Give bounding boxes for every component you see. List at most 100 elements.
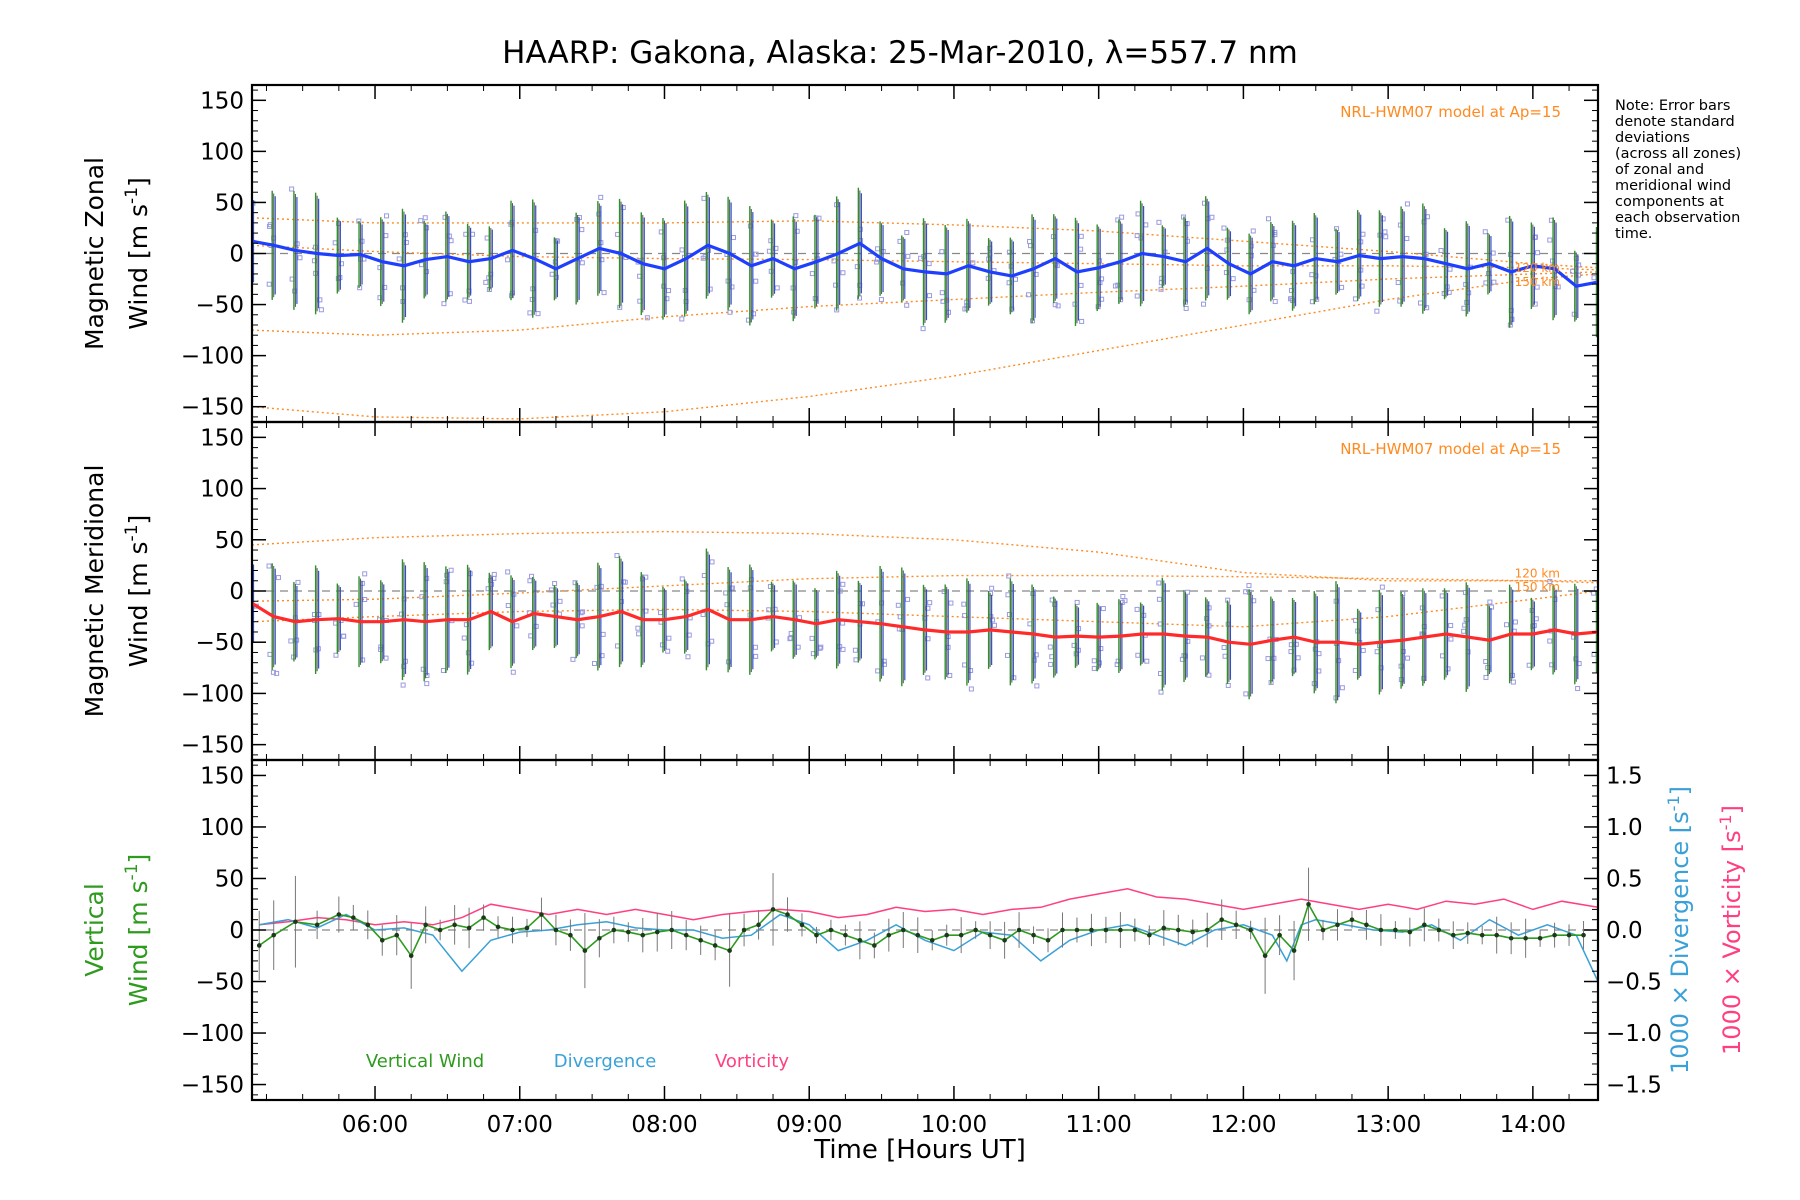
vertical-wind-point xyxy=(886,932,892,938)
y-tick-label: 50 xyxy=(215,866,244,892)
scatter-point xyxy=(1135,211,1141,217)
vertical-wind-point xyxy=(437,927,443,933)
scatter-point xyxy=(925,675,931,681)
scatter-point xyxy=(505,569,511,575)
scatter-point xyxy=(635,625,641,631)
vertical-wind-point xyxy=(510,927,515,933)
scatter-point xyxy=(1202,200,1208,206)
right-axis-title-divergence: 1000 × Divergence [s-1] xyxy=(1664,786,1694,1074)
vertical-wind-point xyxy=(568,932,573,938)
scatter-point xyxy=(505,257,511,263)
scatter-point xyxy=(1005,592,1011,598)
vertical-wind-point xyxy=(1233,922,1239,928)
scatter-point xyxy=(448,238,454,244)
scatter-point xyxy=(1052,302,1058,308)
scatter-point xyxy=(905,596,911,602)
scatter-point xyxy=(853,657,859,663)
vertical-wind-point xyxy=(1060,927,1065,933)
scatter-point xyxy=(727,309,733,315)
scatter-point xyxy=(1491,279,1497,285)
scatter-point xyxy=(753,653,759,659)
scatter-point xyxy=(665,648,671,654)
vertical-wind-point xyxy=(1494,932,1499,938)
scatter-point xyxy=(491,571,497,577)
scatter-point xyxy=(948,600,954,606)
vertical-wind-point xyxy=(857,938,863,943)
scatter-point xyxy=(875,246,881,252)
scatter-point xyxy=(818,644,824,650)
scatter-point xyxy=(333,652,339,658)
scatter-point xyxy=(338,261,344,267)
scatter-point xyxy=(384,213,390,219)
scatter-point xyxy=(535,311,541,317)
scatter-point xyxy=(288,638,294,644)
scatter-point xyxy=(700,255,706,261)
vertical-wind-point xyxy=(1118,927,1123,933)
vertical-wind-point xyxy=(539,912,544,917)
scatter-point xyxy=(620,205,626,211)
y-tick-label: −50 xyxy=(195,630,244,656)
scatter-point xyxy=(947,672,953,678)
scatter-point xyxy=(1509,316,1515,322)
vertical-wind-point xyxy=(293,919,298,925)
scatter-point xyxy=(572,580,578,586)
scatter-point xyxy=(1134,233,1140,239)
x-tick-label: 10:00 xyxy=(921,1112,987,1138)
scatter-point xyxy=(685,654,691,660)
scatter-point xyxy=(941,588,947,594)
vertical-wind-point xyxy=(1436,927,1442,933)
scatter-point xyxy=(267,651,273,657)
scatter-point xyxy=(1115,282,1121,288)
vertical-wind-point xyxy=(1364,922,1369,928)
vertical-wind-point xyxy=(756,922,761,928)
scatter-point xyxy=(332,240,338,246)
scatter-point xyxy=(666,635,672,641)
vertical-wind-point xyxy=(495,924,501,930)
scatter-point xyxy=(1447,266,1453,272)
scatter-point xyxy=(1380,216,1386,222)
scatter-point xyxy=(1047,644,1053,650)
scatter-point xyxy=(424,225,430,231)
scatter-point xyxy=(926,293,932,299)
vertical-wind-point xyxy=(553,927,559,933)
scatter-point xyxy=(419,262,425,268)
vertical-wind-point xyxy=(1378,927,1384,933)
model-note: NRL-HWM07 model at Ap=15 xyxy=(1340,103,1561,121)
scatter-point xyxy=(813,215,819,221)
scatter-point xyxy=(362,571,368,577)
scatter-point xyxy=(840,270,846,276)
y-axis-title-vertical: Vertical xyxy=(80,883,109,977)
scatter-point xyxy=(1230,276,1236,282)
scatter-point xyxy=(1309,272,1315,278)
km-label: 120 km xyxy=(1515,261,1560,275)
note-line: deviations xyxy=(1615,130,1690,146)
note-line: (across all zones) xyxy=(1615,146,1741,162)
right-tick-label: −1.0 xyxy=(1606,1021,1662,1047)
scatter-point xyxy=(904,302,910,308)
scatter-point xyxy=(1439,593,1445,599)
scatter-point xyxy=(1006,573,1012,579)
scatter-point xyxy=(1599,670,1603,674)
scatter-point xyxy=(1383,234,1389,240)
scatter-point xyxy=(614,553,620,559)
scatter-point xyxy=(1134,293,1140,299)
scatter-point xyxy=(461,635,467,641)
scatter-point xyxy=(1374,649,1380,655)
scatter-point xyxy=(1339,685,1345,691)
scatter-point xyxy=(927,600,933,606)
scatter-point xyxy=(1339,284,1345,290)
y-tick-label: 100 xyxy=(200,815,244,841)
vertical-wind-point xyxy=(1450,932,1456,938)
divergence-line xyxy=(259,913,1598,982)
right-tick-label: 0.0 xyxy=(1606,918,1643,944)
scatter-point xyxy=(970,260,976,266)
vertical-wind-point xyxy=(712,943,718,948)
vertical-wind-point xyxy=(1248,927,1253,933)
vertical-wind-point xyxy=(1566,932,1572,938)
scatter-point xyxy=(1078,282,1084,288)
scatter-point xyxy=(1201,301,1207,307)
y-tick-label: 100 xyxy=(200,139,244,165)
legend-divergence: Divergence xyxy=(554,1051,657,1072)
scatter-point xyxy=(466,298,472,304)
